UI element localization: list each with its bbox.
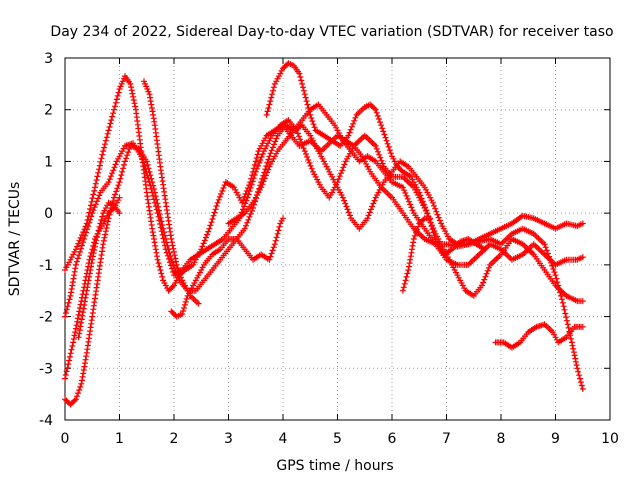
x-tick-label: 6	[388, 431, 397, 447]
x-tick-label: 3	[224, 431, 233, 447]
y-tick-label: 2	[44, 103, 53, 119]
y-tick-label: -3	[39, 361, 53, 377]
chart-title: Day 234 of 2022, Sidereal Day-to-day VTE…	[50, 24, 613, 40]
y-axis: -4 -3 -2 -1 0 1 2 3	[39, 51, 610, 429]
data-point-markers	[62, 195, 123, 382]
x-tick-label: 9	[551, 431, 560, 447]
y-tick-label: -4	[39, 413, 53, 429]
x-tick-label: 2	[170, 431, 179, 447]
x-tick-label: 5	[333, 431, 342, 447]
y-tick-label: -1	[39, 258, 53, 274]
chart: Day 234 of 2022, Sidereal Day-to-day VTE…	[0, 0, 640, 480]
x-tick-label: 7	[442, 431, 451, 447]
series-track-d	[62, 195, 123, 382]
data-markers	[62, 60, 586, 407]
x-tick-label: 0	[61, 431, 70, 447]
x-tick-label: 10	[601, 431, 619, 447]
y-tick-label: 1	[44, 154, 53, 170]
x-tick-label: 1	[115, 431, 124, 447]
x-axis-label: GPS time / hours	[276, 458, 393, 474]
x-tick-label: 8	[497, 431, 506, 447]
y-tick-label: 3	[44, 51, 53, 67]
y-axis-label: SDTVAR / TECUs	[7, 182, 23, 297]
data-point-markers	[400, 215, 433, 293]
y-tick-label: -2	[39, 310, 53, 326]
data-point-markers	[62, 73, 586, 294]
x-tick-label: 4	[279, 431, 288, 447]
data-point-markers	[226, 122, 586, 392]
series-track-a	[62, 73, 586, 294]
series-track-j	[400, 215, 433, 293]
y-tick-label: 0	[44, 206, 53, 222]
x-axis: 0 1 2 3 4 5 6 7 8 9 10	[61, 58, 619, 447]
series-track-i	[226, 122, 586, 392]
grid	[65, 58, 610, 420]
